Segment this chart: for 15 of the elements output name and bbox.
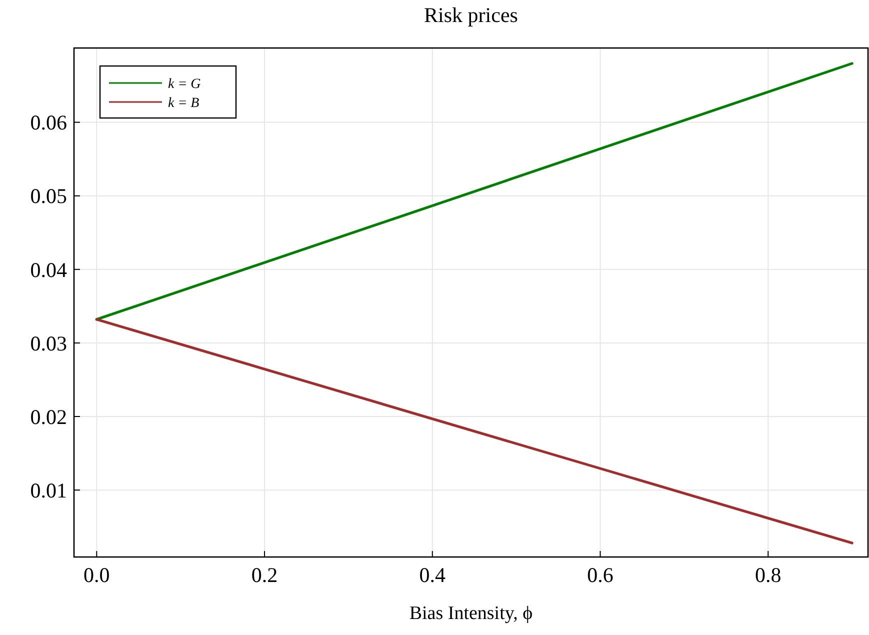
x-tick-label: 0.2 bbox=[251, 563, 278, 587]
y-tick-label: 0.02 bbox=[30, 404, 67, 429]
legend-label: k = B bbox=[168, 96, 200, 111]
x-tick-label: 0.0 bbox=[84, 563, 110, 587]
x-axis-title: Bias Intensity, ϕ bbox=[409, 603, 533, 624]
x-tick-label: 0.6 bbox=[587, 563, 614, 587]
y-tick-label: 0.06 bbox=[30, 110, 67, 135]
x-tick-label: 0.8 bbox=[754, 563, 782, 587]
chart-title: Risk prices bbox=[424, 3, 518, 27]
y-tick-label: 0.05 bbox=[30, 184, 67, 208]
y-tick-label: 0.01 bbox=[30, 478, 67, 502]
y-tick-label: 0.03 bbox=[30, 331, 67, 356]
x-tick-label: 0.4 bbox=[419, 563, 446, 587]
legend-label: k = G bbox=[168, 76, 201, 92]
y-tick-label: 0.04 bbox=[30, 258, 68, 282]
